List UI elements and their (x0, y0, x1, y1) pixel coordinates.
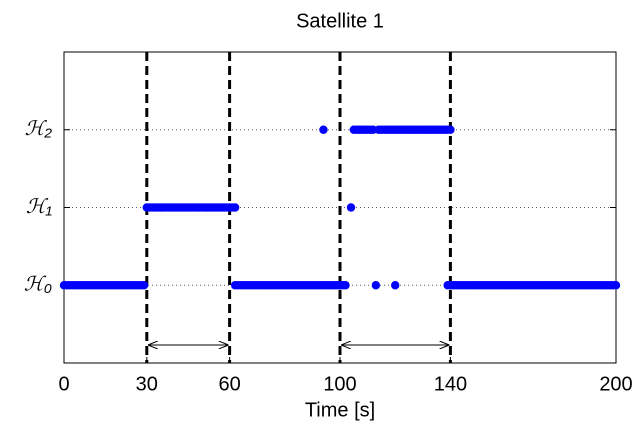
y-tick-label: ℋ₁ (26, 196, 52, 218)
data-point (446, 125, 455, 134)
x-axis-label: Time [s] (305, 399, 375, 421)
y-tick-label: ℋ₂ (25, 118, 53, 140)
x-tick-label: 100 (323, 373, 356, 395)
x-tick-label: 30 (136, 373, 158, 395)
x-tick-label: 140 (434, 373, 467, 395)
y-tick-label: ℋ₀ (24, 274, 52, 296)
x-tick-label: 60 (218, 373, 240, 395)
data-point (139, 281, 149, 290)
data-point (230, 203, 240, 212)
data-point (319, 125, 328, 134)
chart-title: Satellite 1 (296, 10, 384, 32)
data-point (611, 281, 621, 290)
x-tick-label: 0 (58, 373, 69, 395)
x-tick-label: 200 (599, 373, 632, 395)
data-point (391, 281, 400, 290)
data-point (371, 281, 381, 290)
data-point (346, 203, 356, 212)
data-point (341, 281, 350, 290)
